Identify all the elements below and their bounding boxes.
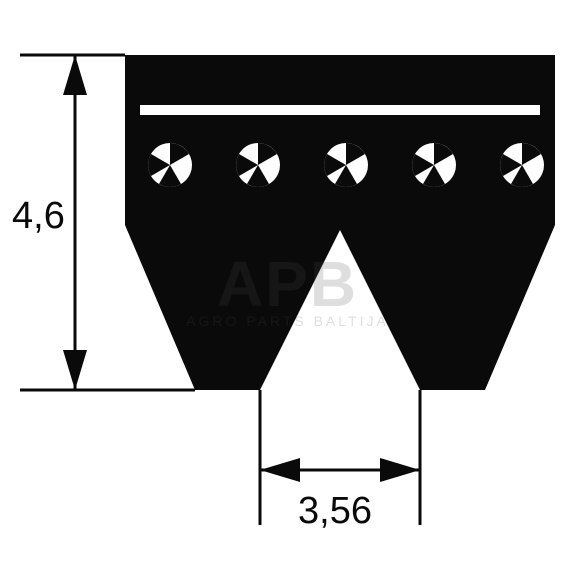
width-label: 3,56 (298, 490, 372, 533)
cord-2 (236, 143, 280, 187)
diagram-svg (0, 0, 575, 575)
diagram-container: 4,6 3,56 APB AGRO PARTS BALTIJA (0, 0, 575, 575)
cord-4 (412, 143, 456, 187)
cord-5 (500, 143, 544, 187)
height-label: 4,6 (12, 195, 65, 238)
cord-3 (324, 143, 368, 187)
cord-1 (148, 143, 192, 187)
